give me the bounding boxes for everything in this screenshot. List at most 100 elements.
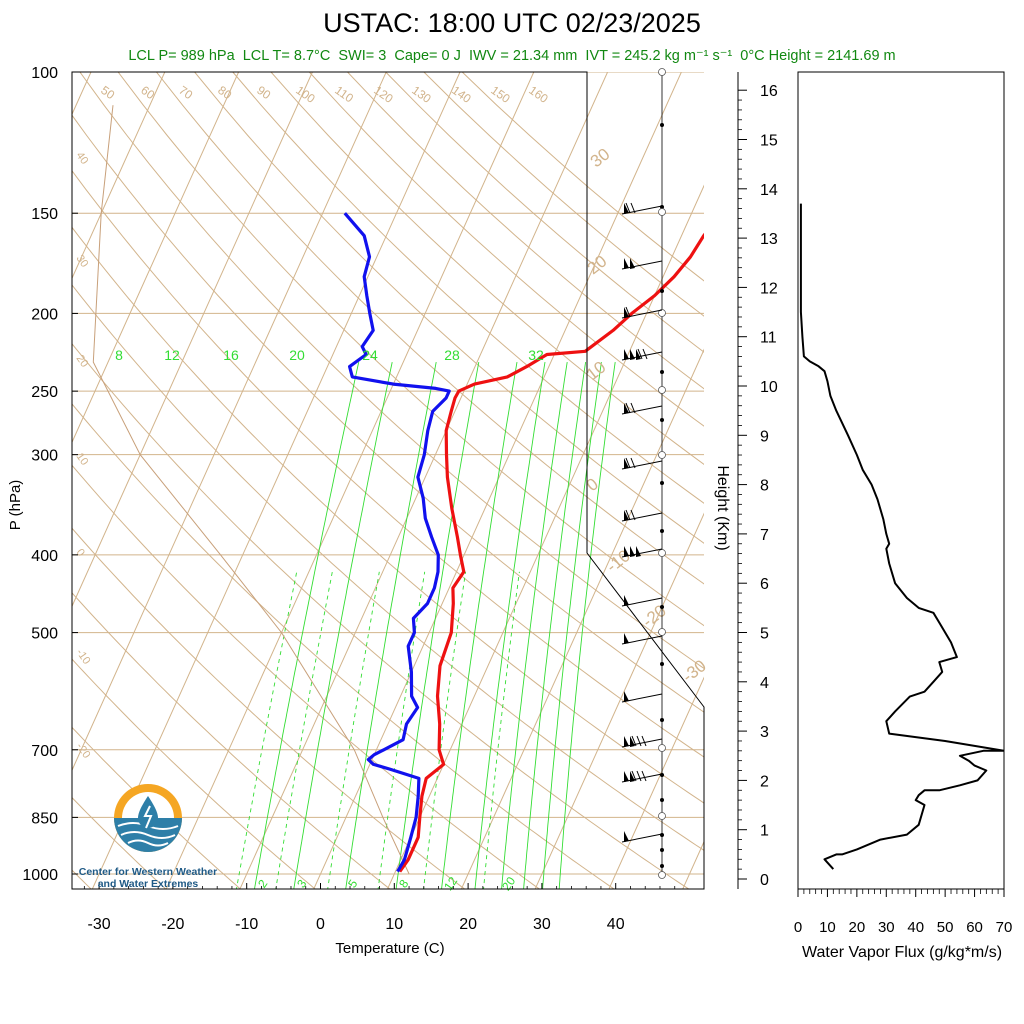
adiabat-label: 90	[254, 83, 273, 102]
isotherm-left-label: 40	[74, 150, 91, 167]
wind-barb-pennant	[624, 691, 629, 702]
wind-level-ring	[658, 812, 666, 820]
wind-level-dot	[660, 833, 664, 837]
wind-barb-feather	[625, 457, 631, 469]
height-tick-label: 8	[760, 478, 769, 495]
dry-adiabat-line	[72, 658, 316, 889]
wind-barb-feather	[636, 770, 642, 782]
dry-adiabat-line	[232, 72, 704, 504]
dry-adiabat-line	[117, 72, 704, 627]
isotherm-line	[756, 72, 1024, 891]
pressure-tick-label: 250	[31, 384, 58, 401]
adiabat-label: 120	[371, 83, 396, 106]
mixing-ratio-line	[474, 362, 546, 889]
height-tick-label: 0	[760, 872, 769, 889]
isotherm-left-label: 0	[74, 547, 87, 559]
logo-name-line-1: Center for Western Weather	[78, 866, 218, 878]
height-tick-label: 2	[760, 773, 769, 790]
flux-tick-label: 10	[819, 919, 836, 936]
wind-barb-feather	[625, 306, 631, 318]
adiabat-label: 160	[526, 83, 551, 106]
wind-level-ring	[658, 871, 666, 879]
wind-barb-pennant	[630, 258, 635, 269]
ivt-label: IVT = 245.2 kg m⁻¹ s⁻¹	[585, 48, 733, 64]
dry-adiabat-line	[72, 527, 466, 889]
skewt-line-labels: 50 60 70 80 90 100 110 120 130 140 150 160403020100…	[74, 83, 710, 893]
dry-adiabat-line	[461, 72, 704, 282]
wind-barb-pennant	[630, 736, 635, 747]
height-tick-label: 7	[760, 527, 769, 544]
pressure-tick-label: 500	[31, 626, 58, 643]
isotherm-line	[608, 676, 704, 889]
chart-subtitle: LCL P= 989 hPa LCL T= 8.7°C SWI= 3 Cape=…	[0, 48, 1024, 64]
pressure-axis-title: P (hPa)	[7, 480, 24, 531]
mixing-ratio-lower-label: 12	[441, 874, 460, 893]
pressure-tick-label: 200	[31, 306, 58, 323]
height-tick-label: 9	[760, 428, 769, 445]
wind-barb-feather	[631, 735, 637, 747]
mixing-ratio-label: 8	[115, 347, 123, 363]
height-tick-label: 6	[760, 576, 769, 593]
isotherm-left-label: 30	[74, 253, 91, 270]
vapor-panel-frame	[797, 71, 1005, 890]
water-vapor-flux-line	[799, 203, 1004, 870]
pressure-tick-label: 400	[31, 548, 58, 565]
wind-barb-pennant	[630, 349, 635, 360]
wind-barb-icon	[621, 546, 663, 558]
wind-level-ring	[658, 208, 666, 216]
dry-adiabat-line	[72, 403, 615, 889]
wind-level-dot	[660, 864, 664, 868]
wind-level-dot	[660, 718, 664, 722]
wind-level-dot	[660, 662, 664, 666]
wind-level-ring	[658, 744, 666, 752]
wind-barb-icon	[621, 402, 663, 415]
wind-level-dot	[660, 123, 664, 127]
isotherm-line	[72, 72, 240, 444]
dry-adiabat-line	[79, 72, 704, 669]
logo-name-line-2: and Water Extremes	[97, 878, 199, 890]
wind-level-ring	[658, 309, 666, 317]
temperature-axis-title: Temperature (C)	[335, 940, 444, 957]
mixing-ratio-label: 16	[223, 347, 239, 363]
wind-barbs-column	[621, 68, 666, 879]
wind-barb-icon	[621, 509, 663, 522]
wind-barb-pennant	[624, 203, 629, 214]
mixing-ratio-line	[345, 362, 437, 889]
freezing-level-label: 0°C Height = 2141.69 m	[740, 48, 896, 64]
isotherm-line	[72, 72, 313, 608]
isotherm-line	[72, 72, 166, 280]
adiabat-label: 130	[409, 83, 434, 106]
wind-barb-pennant	[630, 771, 635, 782]
temperature-tick-label: -30	[88, 916, 111, 933]
mixing-ratio-lower-label: 2	[255, 877, 270, 891]
dry-adiabat-line	[72, 284, 704, 851]
flux-tick-label: 20	[849, 919, 866, 936]
height-tick-label: 3	[760, 724, 769, 741]
wind-barb-icon	[621, 633, 663, 645]
lcl-temperature-label: LCL T= 8.7°C	[242, 48, 331, 64]
wind-level-dot	[660, 605, 664, 609]
adiabat-label: 150	[488, 83, 513, 106]
wind-barb-feather	[642, 348, 648, 360]
swi-label: SWI= 3	[338, 48, 387, 64]
dry-adiabat-line	[72, 796, 167, 889]
wind-barb-pennant	[624, 546, 629, 557]
wind-barb-icon	[621, 258, 663, 270]
mixing-ratio-lower-label: 5	[345, 877, 360, 891]
wind-barb-icon	[621, 691, 663, 703]
dry-adiabat-line	[72, 726, 242, 889]
wind-barb-feather	[630, 202, 636, 214]
temperature-tick-label: 10	[385, 916, 403, 933]
pressure-tick-label: 100	[31, 65, 58, 82]
temperature-tick-label: 20	[459, 916, 477, 933]
height-tick-label: 12	[760, 280, 778, 297]
mixing-ratio-line	[293, 362, 393, 889]
wind-barb-pennant	[624, 633, 629, 644]
mixing-ratio-lower-label: 3	[294, 877, 309, 891]
dry-adiabat-line	[270, 72, 704, 465]
mixing-ratio-dashed-line	[275, 571, 333, 889]
mixing-ratio-dashed-line	[483, 571, 520, 889]
